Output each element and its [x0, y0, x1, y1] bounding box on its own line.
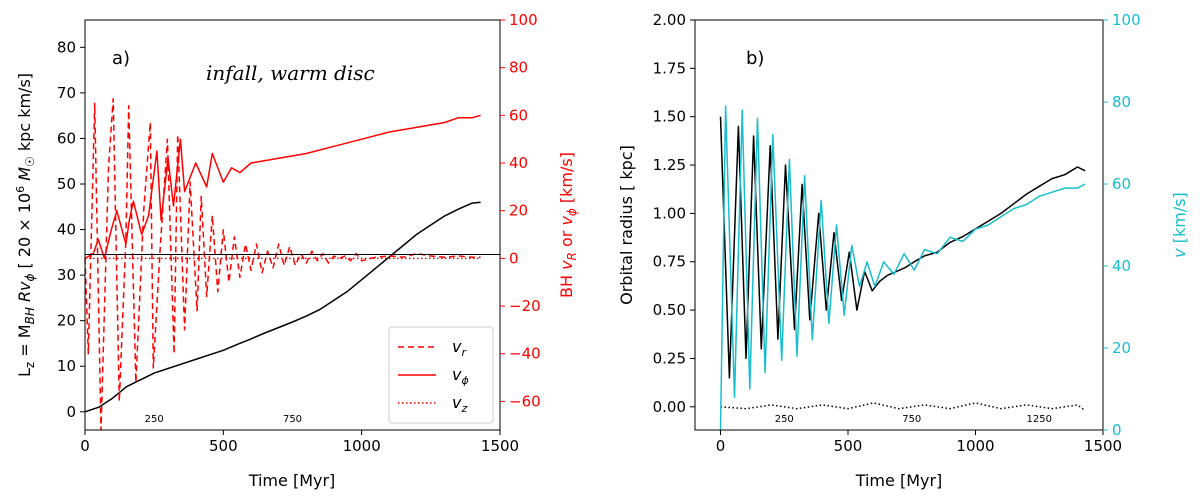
panel-a-y-label: Lz = MBH Rvϕ [ 20 × 106 M☉ kpc km/s]	[14, 73, 37, 377]
y-tick-label: 0.00	[653, 398, 686, 416]
panel-b-x-ticks: 0 500 1000 1500 250 750 1250	[716, 414, 1122, 455]
y-right-tick-label: −20	[509, 297, 541, 315]
panel-a-y-ticks: 0 10 20 30 40 50 60 70 80	[57, 38, 85, 421]
series-orbital-radius-line	[719, 116, 1086, 379]
y-tick-label: 80	[57, 38, 76, 56]
series-v-phi-line	[84, 114, 481, 260]
y-right-tick-label: 80	[1112, 93, 1131, 111]
x-tick-label: 1000	[343, 437, 381, 455]
x-minor-tick-label: 750	[902, 414, 921, 425]
y-right-tick-label: 100	[1112, 11, 1141, 29]
y-tick-label: 60	[57, 129, 76, 147]
series-v-line	[719, 105, 1086, 431]
y-right-tick-label: −40	[509, 345, 541, 363]
y-tick-label: 0.25	[653, 349, 686, 367]
y-tick-label: 70	[57, 84, 76, 102]
y-right-tick-label: −60	[509, 392, 541, 410]
y-tick-label: 2.00	[653, 11, 686, 29]
x-tick-label: 500	[209, 437, 238, 455]
y-right-tick-label: 80	[509, 59, 528, 77]
panel-b-label: b)	[746, 48, 764, 69]
panel-a-label: a)	[112, 48, 130, 69]
x-tick-label: 0	[80, 437, 90, 455]
y-tick-label: 50	[57, 175, 76, 193]
panel-b-y-label: Orbital radius [ kpc]	[617, 145, 636, 305]
y-tick-label: 0.50	[653, 301, 686, 319]
y-right-tick-label: 0	[509, 249, 519, 267]
series-l-z-line	[84, 201, 481, 413]
panel-b-x-label: Time [Myr]	[855, 471, 943, 490]
y-tick-label: 1.75	[653, 59, 686, 77]
x-minor-tick-label: 750	[283, 414, 302, 425]
panel-b-y-ticks: 0.00 0.25 0.50 0.75 1.00 1.25 1.50 1.75 2.00	[653, 11, 695, 416]
x-tick-label: 0	[716, 437, 726, 455]
y-right-tick-label: 20	[1112, 339, 1131, 357]
series-v-r-line	[84, 97, 481, 431]
x-minor-tick-label: 1250	[1027, 414, 1052, 425]
y-tick-label: 1.50	[653, 108, 686, 126]
y-tick-label: 0	[66, 403, 76, 421]
y-right-tick-label: 20	[509, 202, 528, 220]
panel-a-y-right-ticks: −60 −40 −20 0 20 40 60 80 100	[500, 11, 541, 410]
panel-b-frame	[694, 19, 1104, 431]
y-tick-label: 40	[57, 221, 76, 239]
y-right-tick-label: 60	[509, 106, 528, 124]
panel-b-y-right-ticks: 0 20 40 60 80 100	[1103, 11, 1141, 439]
panel-a-frame	[84, 19, 501, 431]
y-tick-label: 1.00	[653, 204, 686, 222]
y-right-tick-label: 40	[1112, 257, 1131, 275]
x-minor-tick-label: 250	[145, 414, 164, 425]
y-right-tick-label: 40	[509, 154, 528, 172]
y-tick-label: 1.25	[653, 156, 686, 174]
y-tick-label: 10	[57, 357, 76, 375]
y-tick-label: 20	[57, 312, 76, 330]
y-right-tick-label: 0	[1112, 421, 1122, 439]
series-z-line	[720, 402, 1086, 412]
panel-a-series	[84, 97, 481, 431]
y-right-tick-label: 100	[509, 11, 538, 29]
x-tick-label: 1000	[956, 437, 994, 455]
panel-b-series	[719, 105, 1086, 431]
x-tick-label: 500	[834, 437, 863, 455]
x-tick-label: 1500	[481, 437, 519, 455]
legend: vr vϕ vz	[388, 326, 494, 424]
x-minor-tick-label: 250	[775, 414, 794, 425]
panel-a-x-label: Time [Myr]	[248, 471, 336, 490]
y-tick-label: 30	[57, 266, 76, 284]
panel-a-y-right-label: BH vR or vϕ [km/s]	[557, 152, 579, 298]
panel-b-y-right-label: v [km/s]	[1170, 192, 1189, 258]
y-tick-label: 0.75	[653, 253, 686, 271]
legend-box	[388, 326, 494, 424]
y-right-tick-label: 60	[1112, 175, 1131, 193]
panel-a-annotation: infall, warm disc	[206, 61, 375, 85]
x-tick-label: 1500	[1084, 437, 1122, 455]
